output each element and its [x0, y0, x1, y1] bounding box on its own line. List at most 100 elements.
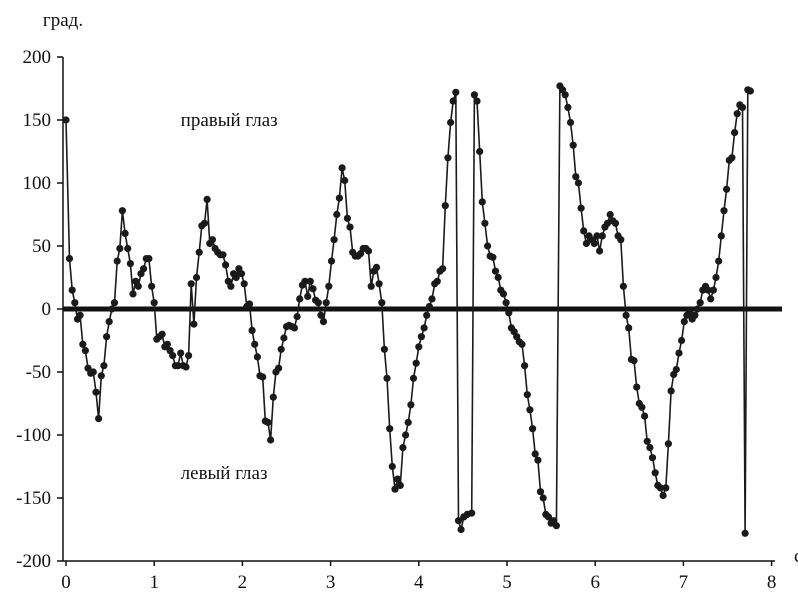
data-point	[470, 91, 478, 99]
data-point	[444, 154, 452, 162]
data-point	[746, 87, 755, 95]
data-point	[693, 305, 702, 313]
data-point	[121, 229, 129, 237]
data-point	[577, 204, 585, 212]
data-point	[675, 349, 683, 357]
data-point	[129, 290, 137, 298]
data-point	[95, 415, 103, 423]
data-point	[219, 251, 227, 259]
data-point	[720, 207, 728, 215]
data-point	[564, 103, 572, 111]
x-tick-label: 8	[767, 572, 777, 593]
data-point	[105, 318, 113, 326]
data-point	[174, 362, 182, 370]
data-point	[691, 311, 699, 319]
data-point	[423, 311, 431, 319]
data-point	[633, 383, 641, 391]
data-point	[531, 450, 539, 458]
data-point	[561, 91, 569, 99]
data-point	[277, 345, 285, 353]
data-point	[103, 333, 111, 341]
data-point	[728, 154, 736, 162]
data-point	[617, 236, 625, 244]
data-point	[158, 330, 166, 338]
data-point	[526, 406, 534, 414]
data-point	[678, 336, 686, 345]
data-point	[375, 280, 383, 288]
data-point	[100, 362, 108, 370]
data-point	[680, 318, 688, 326]
y-tick-label: 100	[23, 173, 52, 194]
data-point	[319, 318, 328, 326]
annotation-label: правый глаз	[181, 110, 278, 131]
data-point	[641, 412, 649, 420]
data-point	[598, 232, 606, 240]
data-point	[638, 403, 646, 411]
data-point	[399, 444, 407, 452]
data-point	[457, 525, 465, 534]
data-point	[611, 219, 620, 227]
data-point	[552, 522, 561, 530]
data-point	[367, 282, 375, 290]
data-point	[580, 227, 588, 235]
data-point	[71, 299, 79, 307]
data-point	[126, 260, 134, 268]
data-point	[338, 164, 346, 172]
data-point	[327, 257, 336, 265]
data-point	[253, 353, 261, 361]
x-tick-label: 5	[502, 572, 512, 593]
data-point	[489, 253, 497, 261]
data-point	[293, 313, 301, 321]
data-point	[304, 292, 312, 300]
data-point	[145, 255, 153, 263]
data-point	[76, 311, 84, 319]
data-point	[192, 273, 201, 282]
data-point	[539, 494, 547, 502]
data-point	[240, 280, 248, 288]
data-point	[306, 277, 314, 285]
data-point	[741, 529, 749, 537]
data-point	[407, 401, 415, 409]
data-point	[593, 232, 601, 240]
data-point	[619, 282, 628, 290]
data-point	[664, 440, 673, 448]
data-point	[481, 219, 489, 227]
data-point	[686, 307, 694, 316]
data-point	[227, 282, 235, 290]
data-point	[417, 333, 425, 341]
data-point	[203, 195, 211, 203]
data-point	[569, 141, 577, 149]
data-point	[391, 485, 399, 493]
data-point	[290, 324, 298, 332]
data-point	[248, 326, 256, 334]
data-point	[428, 295, 436, 303]
data-point	[62, 116, 70, 124]
data-point	[200, 219, 209, 227]
y-tick-label: -50	[26, 362, 51, 383]
data-point	[447, 118, 455, 127]
data-point	[572, 173, 580, 181]
data-point	[478, 198, 486, 206]
data-point	[646, 444, 654, 452]
data-point	[491, 267, 500, 275]
data-point	[590, 239, 598, 248]
data-point	[394, 475, 402, 483]
data-point	[667, 387, 675, 395]
data-point	[343, 214, 351, 222]
x-axis-label: с	[794, 546, 798, 567]
data-point	[108, 305, 116, 313]
data-point	[505, 309, 513, 317]
data-point	[738, 103, 747, 111]
data-point	[110, 299, 119, 307]
data-point	[118, 207, 126, 215]
data-point	[651, 469, 659, 477]
data-point	[81, 347, 89, 355]
data-point	[544, 513, 553, 521]
data-point	[396, 481, 404, 489]
data-point	[89, 368, 97, 376]
data-point	[696, 299, 704, 307]
data-point	[715, 257, 723, 265]
data-point	[473, 97, 481, 105]
data-point	[574, 179, 583, 187]
data-point	[672, 365, 680, 374]
